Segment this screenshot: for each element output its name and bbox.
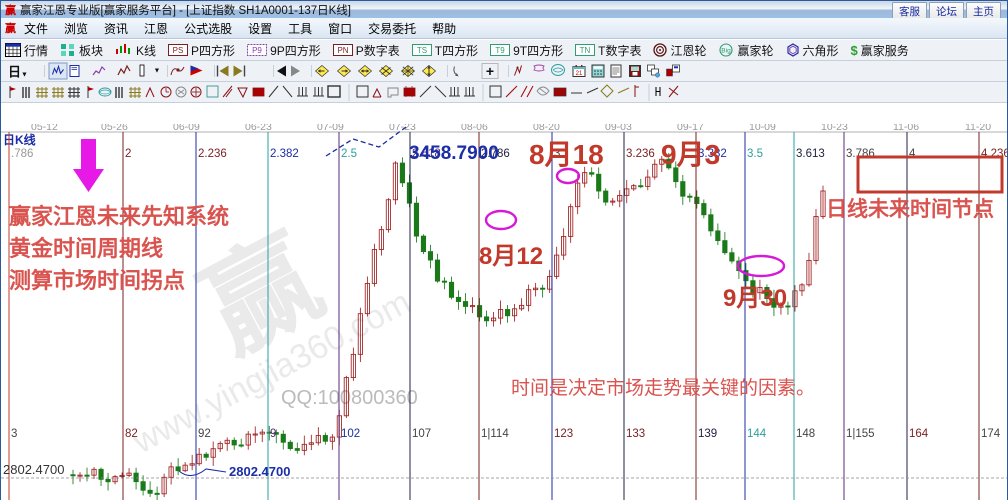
svg-text:2: 2 — [125, 148, 131, 160]
svg-text:07-09: 07-09 — [317, 124, 344, 133]
svg-text:06-23: 06-23 — [245, 124, 272, 133]
svg-text:82: 82 — [125, 428, 138, 440]
svg-text:05-12: 05-12 — [31, 124, 58, 133]
svg-text:174: 174 — [981, 428, 1001, 440]
svg-text:07-23: 07-23 — [389, 124, 416, 133]
svg-text:2.382: 2.382 — [270, 148, 299, 160]
svg-text:9月30: 9月30 — [723, 285, 787, 312]
svg-text:测算市场时间拐点: 测算市场时间拐点 — [9, 268, 185, 293]
svg-text:TN: TN — [580, 46, 591, 55]
svg-text:123: 123 — [554, 428, 573, 440]
svg-text:102: 102 — [341, 428, 360, 440]
svg-text:2.5: 2.5 — [341, 148, 357, 160]
svg-text:日线未来时间节点: 日线未来时间节点 — [826, 197, 994, 221]
svg-text:133: 133 — [626, 428, 645, 440]
svg-text:时间是决定市场走势最关键的因素。: 时间是决定市场走势最关键的因素。 — [511, 377, 815, 399]
svg-text:08-20: 08-20 — [533, 124, 560, 133]
svg-text:09-03: 09-03 — [605, 124, 632, 133]
svg-text:2802.4700: 2802.4700 — [229, 464, 290, 479]
svg-text:1|114: 1|114 — [481, 428, 509, 440]
svg-text:10-23: 10-23 — [821, 124, 848, 133]
svg-text:148: 148 — [796, 428, 815, 440]
svg-text:9月3: 9月3 — [661, 139, 720, 170]
svg-text:92: 92 — [198, 428, 211, 440]
svg-text:164: 164 — [909, 428, 929, 440]
svg-text:日K线: 日K线 — [3, 132, 36, 147]
svg-text:139: 139 — [698, 428, 717, 440]
svg-text:9: 9 — [270, 428, 276, 440]
svg-text:10-09: 10-09 — [749, 124, 776, 133]
svg-text:09-17: 09-17 — [677, 124, 704, 133]
svg-text:11-20: 11-20 — [965, 124, 991, 133]
svg-text:3: 3 — [11, 428, 17, 440]
svg-text:3.5: 3.5 — [747, 148, 763, 160]
svg-text:3458.7900: 3458.7900 — [409, 143, 499, 164]
svg-text:8月18: 8月18 — [529, 139, 604, 170]
svg-text:.786: .786 — [11, 148, 33, 160]
svg-text:Big: Big — [722, 48, 732, 55]
svg-text:黄金时间周期线: 黄金时间周期线 — [9, 236, 163, 261]
svg-text:8月12: 8月12 — [479, 243, 543, 270]
svg-text:PS: PS — [173, 46, 184, 55]
svg-text:T9: T9 — [495, 46, 505, 55]
svg-text:P9: P9 — [252, 46, 262, 55]
svg-text:05-26: 05-26 — [101, 124, 128, 133]
svg-text:赢家江恩未来先知系统: 赢家江恩未来先知系统 — [9, 204, 229, 229]
svg-text:3.236: 3.236 — [626, 148, 655, 160]
svg-text:06-09: 06-09 — [173, 124, 200, 133]
svg-text:107: 107 — [412, 428, 431, 440]
svg-text:2.236: 2.236 — [198, 148, 227, 160]
svg-text:2802.4700: 2802.4700 — [3, 462, 64, 477]
svg-text:08-06: 08-06 — [461, 124, 488, 133]
svg-text:PN: PN — [337, 46, 348, 55]
svg-text:QQ:100800360: QQ:100800360 — [281, 387, 418, 409]
svg-text:144: 144 — [747, 428, 767, 440]
svg-text:TS: TS — [417, 46, 427, 55]
svg-text:1|155: 1|155 — [846, 428, 875, 440]
svg-text:21: 21 — [576, 71, 583, 77]
svg-text:3.613: 3.613 — [796, 148, 825, 160]
svg-text:11-06: 11-06 — [893, 124, 919, 133]
